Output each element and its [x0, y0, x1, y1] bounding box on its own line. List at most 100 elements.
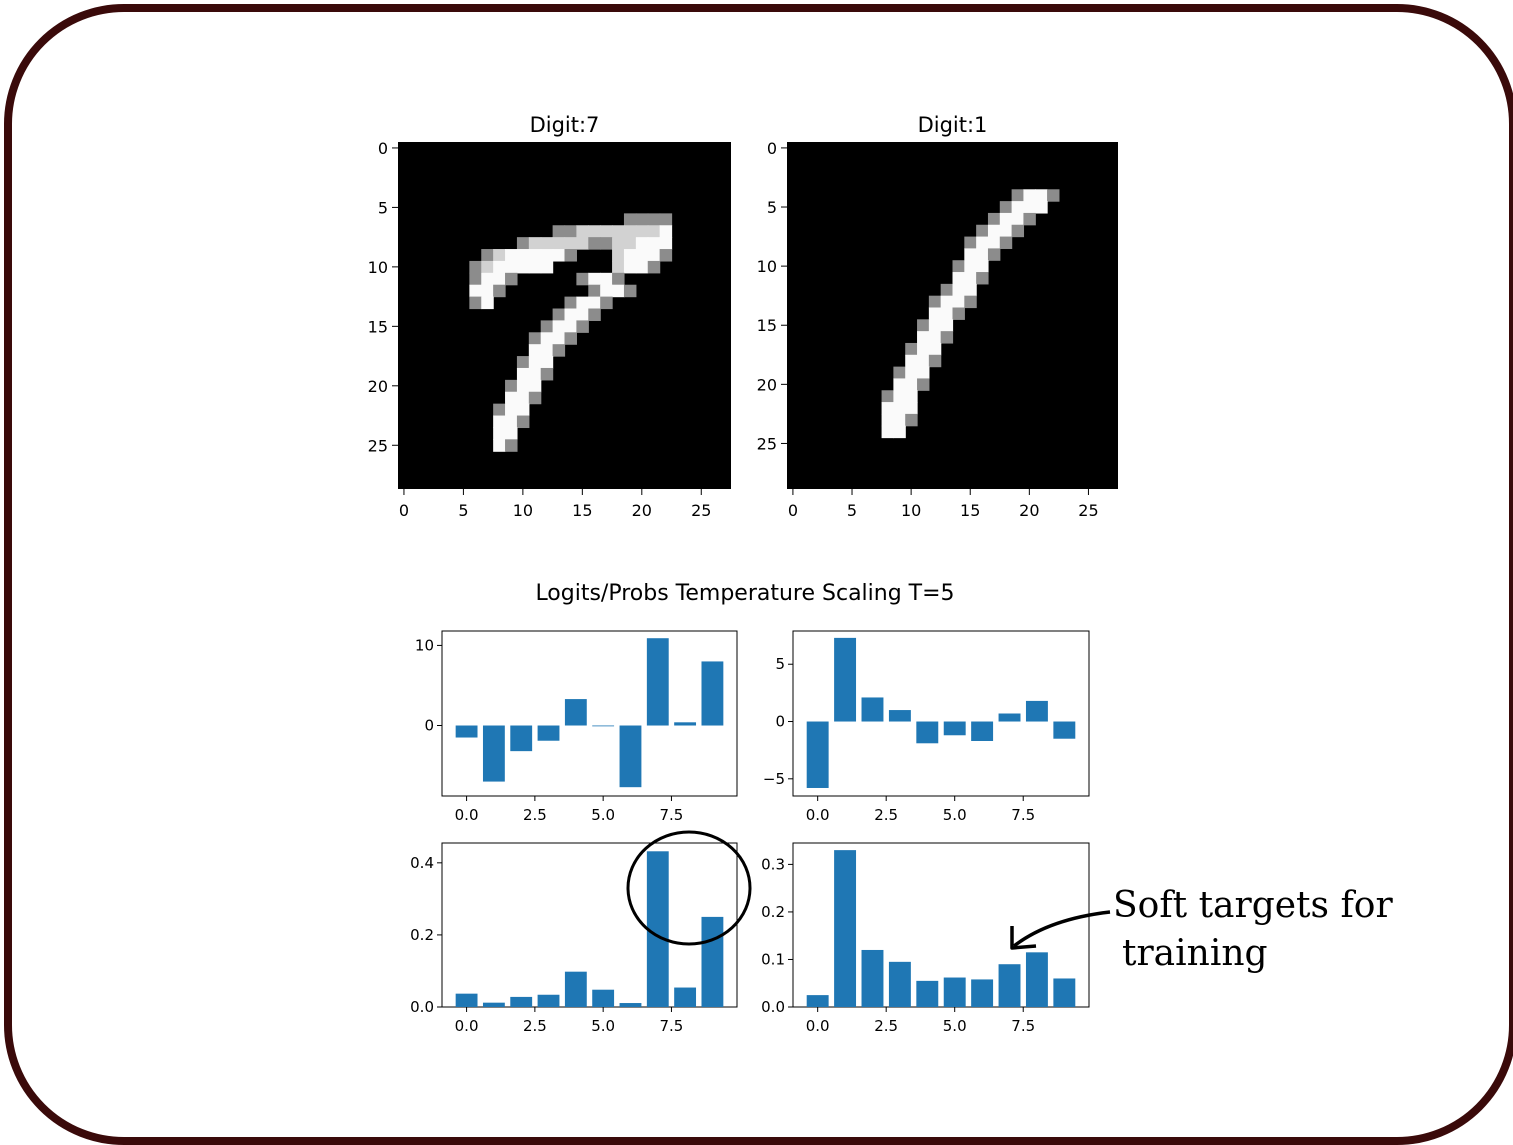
pixel	[588, 237, 601, 250]
bar	[834, 637, 857, 722]
bar	[455, 725, 478, 738]
pixel	[940, 331, 954, 344]
y-tick-label: 0.2	[761, 903, 785, 921]
pixel	[623, 284, 637, 298]
y-tick-label: 20	[368, 377, 388, 396]
pixel	[893, 402, 906, 415]
y-tick-label: 0	[424, 717, 434, 735]
pixel	[528, 379, 542, 393]
pixel	[905, 354, 918, 368]
y-tick-label: 0.3	[761, 855, 785, 873]
pixel	[564, 332, 577, 345]
bar	[482, 725, 505, 782]
pixel	[516, 403, 530, 417]
pixel	[552, 320, 566, 333]
pixel	[552, 308, 566, 321]
pixel	[623, 213, 637, 226]
x-tick-label: 0.0	[455, 1017, 479, 1035]
pixel	[576, 320, 589, 333]
pixel	[564, 320, 577, 333]
pixel	[999, 212, 1013, 226]
pixel	[635, 237, 649, 250]
logits-digit-7-chart: 0.0 2.5 5.0 7.5 10 0	[415, 630, 738, 824]
y-tick-label: 0	[378, 139, 388, 158]
pixel	[635, 249, 649, 262]
x-tick-label: 7.5	[660, 806, 684, 824]
pixel	[976, 248, 989, 261]
bar	[1025, 952, 1048, 1007]
pixel	[612, 249, 625, 262]
pixel	[576, 272, 589, 286]
pixel	[917, 342, 930, 356]
pixel	[540, 249, 554, 262]
pixel	[1047, 189, 1060, 202]
pixel	[964, 236, 977, 249]
y-tick-label: 15	[757, 316, 777, 335]
pixel	[623, 260, 637, 274]
y-tick-label: 25	[368, 436, 388, 455]
pixel	[540, 237, 554, 250]
bar	[537, 994, 560, 1007]
x-tick-label: 15	[960, 501, 980, 520]
pixel	[928, 319, 942, 332]
logits-digit-1-chart: 0.0 2.5 5.0 7.5 5 0 −5	[763, 630, 1090, 824]
pixel	[893, 390, 906, 403]
pixel	[600, 237, 613, 250]
pixel	[612, 272, 625, 286]
pixel	[493, 403, 506, 417]
x-tick-label: 5	[458, 501, 468, 520]
pixel	[1011, 224, 1025, 238]
bar	[1053, 978, 1076, 1007]
pixel	[528, 237, 542, 250]
pixel	[917, 366, 930, 380]
x-tick-label: 2.5	[523, 806, 547, 824]
pixel	[564, 249, 577, 262]
pixel	[659, 237, 673, 250]
bar	[592, 989, 615, 1007]
bar	[510, 725, 533, 752]
pixel	[600, 225, 613, 238]
pixel	[1035, 201, 1048, 214]
pixel	[893, 366, 906, 380]
pixel	[528, 391, 542, 405]
y-tick-label: 0.0	[410, 998, 434, 1016]
pixel	[987, 248, 1001, 261]
bar	[1025, 700, 1048, 722]
bar	[971, 979, 994, 1007]
pixel	[516, 356, 530, 369]
pixel	[469, 296, 482, 310]
pixel	[881, 402, 894, 415]
pixel	[552, 237, 566, 250]
pixel	[952, 283, 965, 297]
image-title: Digit:7	[530, 113, 600, 137]
pixel	[881, 413, 894, 427]
pixel	[964, 248, 977, 261]
pixel	[612, 260, 625, 274]
pixel	[481, 284, 494, 298]
pixel	[623, 249, 637, 262]
x-tick-label: 2.5	[874, 806, 898, 824]
pixel	[528, 249, 542, 262]
annotation-arrowhead	[1010, 926, 1037, 950]
bar	[510, 996, 533, 1007]
x-tick-label: 0.0	[806, 1017, 830, 1035]
y-tick-label: 0.1	[761, 950, 785, 968]
pixel	[540, 320, 554, 333]
pixel	[469, 260, 482, 274]
pixel	[999, 236, 1013, 249]
pixel	[493, 427, 506, 440]
pixel	[505, 403, 518, 417]
pixel	[516, 391, 530, 405]
pixel	[505, 391, 518, 405]
bar	[998, 964, 1021, 1007]
pixel	[588, 272, 601, 286]
bar	[861, 697, 884, 722]
digit-7-image-panel: Digit:7 0 5 10 15 20 25 0 5 10 15 20 25	[368, 113, 731, 520]
bar	[701, 916, 724, 1007]
pixel	[1023, 189, 1036, 202]
pixel	[528, 332, 542, 345]
pixel	[976, 236, 989, 249]
x-tick-label: 20	[1019, 501, 1039, 520]
x-tick-label: 10	[901, 501, 921, 520]
x-tick-label: 5.0	[943, 1017, 967, 1035]
